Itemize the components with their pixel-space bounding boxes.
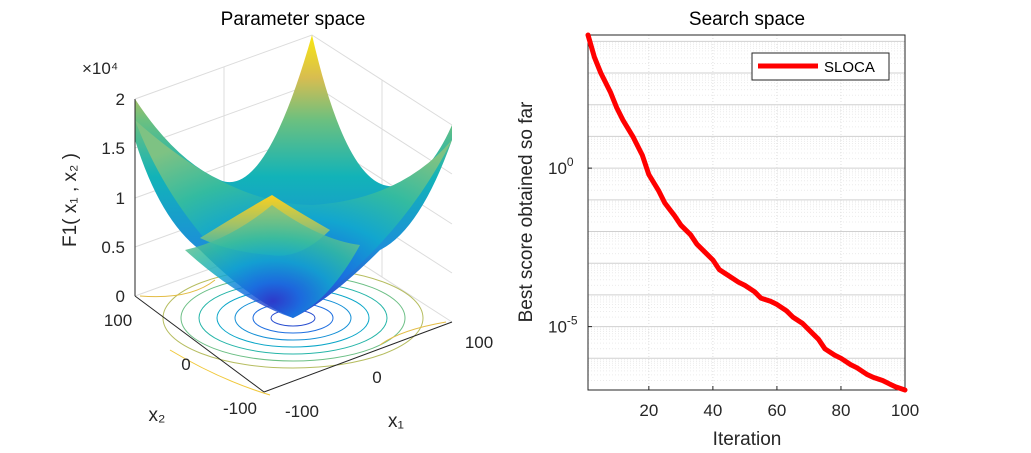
chart-y-tick: 10-5 <box>548 314 578 337</box>
plot-frame <box>587 34 906 391</box>
y-ticks: 100 0 -100 <box>104 311 257 418</box>
z-ticks: 2 1.5 1 0.5 0 ×10⁴ <box>82 59 125 306</box>
x-ticks: -100 0 100 <box>285 333 493 421</box>
x-axis-label: x₁ <box>388 411 404 432</box>
z-tick: 1.5 <box>101 139 125 158</box>
z-tick: 1 <box>116 189 125 208</box>
series-line-sloca <box>585 32 908 393</box>
x-tick: 0 <box>372 368 381 387</box>
legend: SLOCA <box>751 52 890 81</box>
chart-grid <box>588 35 906 391</box>
surface-front-bowl <box>185 205 360 318</box>
chart-y-tick: 100 <box>548 155 574 178</box>
surface-axes <box>134 99 453 393</box>
surface-plot: Parameter space <box>60 9 493 432</box>
z-tick: 2 <box>116 90 125 109</box>
x-tick: 100 <box>465 333 493 352</box>
y-tick: 0 <box>181 355 190 374</box>
surface-plot-title: Parameter space <box>221 9 366 30</box>
z-axis-label: F1( x₁ , x₂ ) <box>60 153 81 247</box>
y-tick: 100 <box>104 311 132 330</box>
chart-x-tick: 80 <box>831 401 850 420</box>
convergence-chart: Search space 20 40 60 80 100 100 10-5 SLOCA It… <box>516 9 919 450</box>
chart-x-tick: 60 <box>767 401 786 420</box>
y-axis-label: x₂ <box>149 405 166 426</box>
z-tick: 0.5 <box>101 238 125 257</box>
chart-y-label: Best score obtained so far <box>516 101 537 322</box>
z-exponent: ×10⁴ <box>82 59 118 78</box>
chart-title: Search space <box>689 9 805 30</box>
x-tick: -100 <box>285 402 319 421</box>
chart-x-tick: 20 <box>639 401 658 420</box>
chart-x-label: Iteration <box>713 429 782 450</box>
z-tick: 0 <box>116 287 125 306</box>
legend-label: SLOCA <box>824 59 875 76</box>
chart-x-tick: 100 <box>891 401 919 420</box>
y-tick: -100 <box>223 399 257 418</box>
chart-x-tick: 40 <box>703 401 722 420</box>
surface <box>135 35 452 318</box>
